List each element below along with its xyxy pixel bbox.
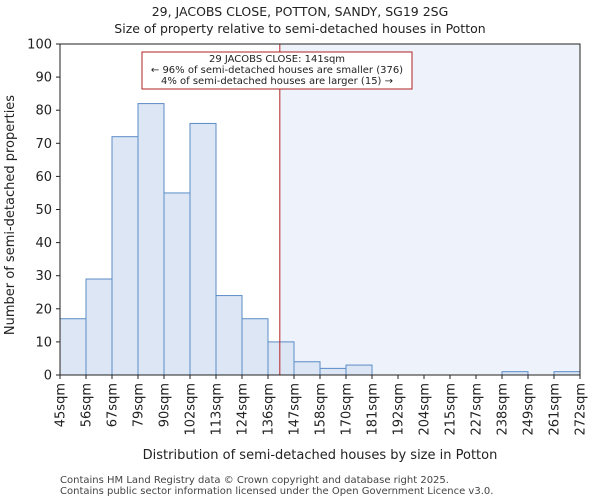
y-tick-label: 50 [35,203,52,218]
y-axis: 0 10 20 30 40 50 60 70 80 90 100 [27,38,60,384]
y-tick-label: 10 [35,335,52,350]
x-tick-label: 124sqm [236,383,251,436]
y-tick-label: 90 [35,71,52,86]
annotation-border [141,51,413,90]
x-tick-label: 79sqm [132,383,147,427]
y-tick-label: 0 [44,369,52,384]
chart-title: 29, JACOBS CLOSE, POTTON, SANDY, SG19 2S… [152,4,449,19]
bar-102sqm [189,122,217,376]
x-tick-label: 113sqm [210,383,225,436]
y-tick-label: 20 [35,302,52,317]
x-tick-label: 102sqm [184,383,199,436]
x-tick-label: 227sqm [470,383,485,436]
bar-158sqm [319,367,347,376]
y-axis-title: Number of semi-detached properties [3,95,18,335]
x-tick-label: 45sqm [54,383,69,427]
bars-group [59,103,581,376]
chart-subtitle: Size of property relative to semi-detach… [114,21,485,36]
bar-113sqm [215,295,243,376]
bar-67sqm [111,136,139,376]
annotation-line-3: 4% of semi-detached houses are larger (1… [161,76,393,87]
x-tick-label: 136sqm [262,383,277,436]
x-tick-label: 272sqm [574,383,589,436]
annotation-line-2: ← 96% of semi-detached houses are smalle… [151,65,403,76]
bar-79sqm [137,103,165,376]
annotation-line-1: 29 JACOBS CLOSE: 141sqm [209,54,345,65]
y-tick-label: 70 [35,137,52,152]
x-axis: 45sqm 56sqm 67sqm 79sqm 90sqm 102sqm 113sqm 124… [54,375,589,436]
x-tick-label: 147sqm [288,383,303,436]
x-tick-label: 192sqm [392,383,407,436]
x-tick-label: 56sqm [80,383,95,427]
footer-line-1: Contains HM Land Registry data © Crown c… [60,475,449,486]
y-tick-label: 80 [35,104,52,119]
x-tick-label: 181sqm [366,383,381,436]
bar-170sqm [345,364,373,376]
x-tick-label: 158sqm [314,383,329,436]
bar-124sqm [241,318,269,376]
x-tick-label: 238sqm [496,383,511,436]
x-tick-label: 215sqm [444,383,459,436]
x-tick-label: 90sqm [158,383,173,427]
bar-147sqm [293,361,321,376]
x-tick-label: 204sqm [418,383,433,436]
bar-45sqm [59,318,87,376]
x-tick-label: 170sqm [340,383,355,436]
x-tick-label: 249sqm [522,383,537,436]
bar-90sqm [163,192,191,376]
y-tick-label: 60 [35,170,52,185]
x-tick-label: 261sqm [548,383,563,436]
footer-line-2: Contains public sector information licen… [60,486,493,497]
bar-56sqm [85,278,113,376]
annotation-box: 29 JACOBS CLOSE: 141sqm ← 96% of semi-de… [141,51,413,90]
y-tick-label: 30 [35,269,52,284]
y-tick-label: 100 [27,38,52,53]
x-axis-title: Distribution of semi-detached houses by … [143,448,498,463]
y-tick-label: 40 [35,236,52,251]
bar-136sqm [267,341,295,376]
larger-region-highlight [279,44,580,375]
x-tick-label: 67sqm [106,383,121,427]
